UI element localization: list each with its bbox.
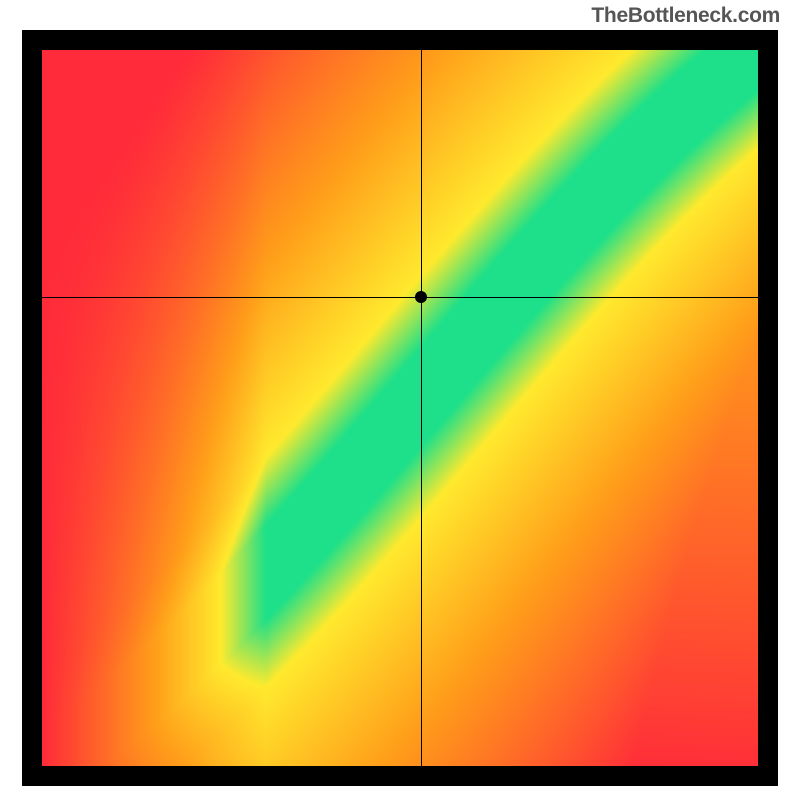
plot-frame [22, 30, 778, 786]
watermark-text: TheBottleneck.com [591, 4, 780, 28]
crosshair-vertical [421, 50, 422, 766]
plot-inner [42, 50, 758, 766]
crosshair-horizontal [42, 297, 758, 298]
heatmap-canvas [42, 50, 758, 766]
crosshair-marker [415, 291, 427, 303]
